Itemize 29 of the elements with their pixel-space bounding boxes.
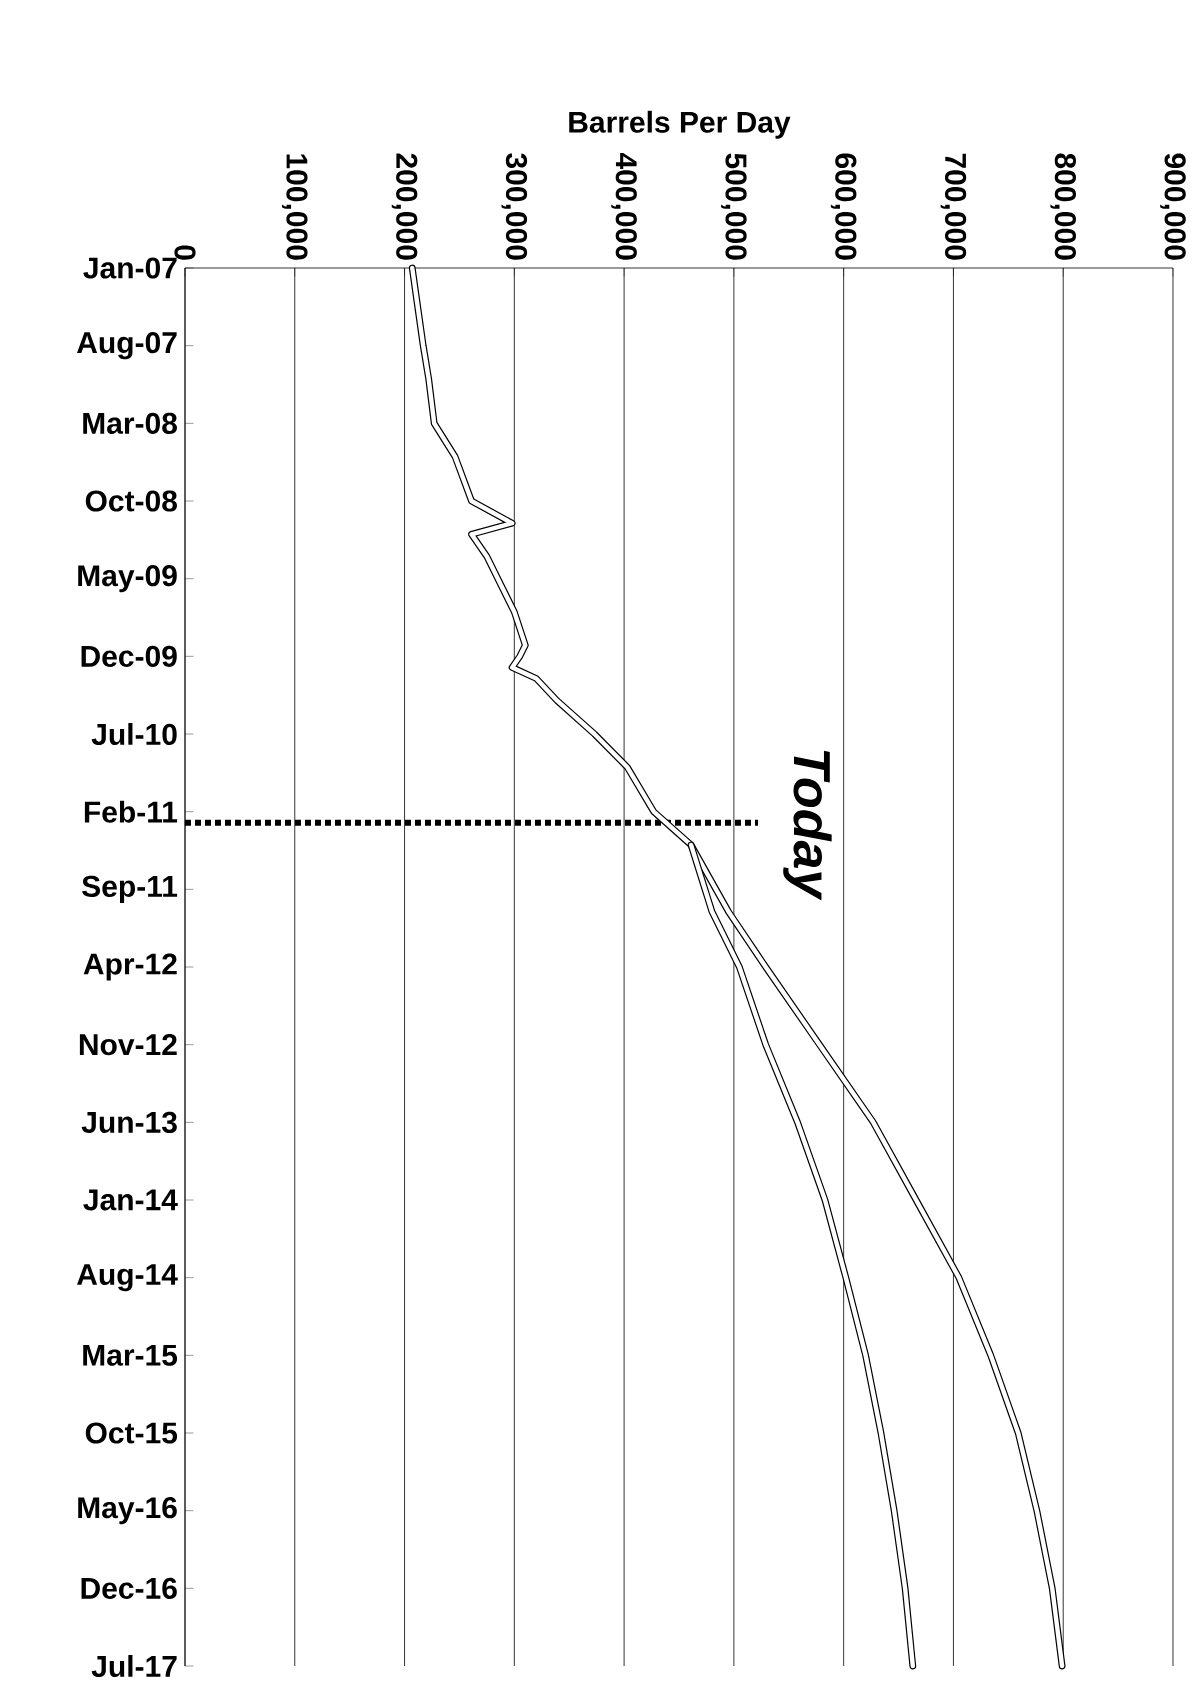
y-tick-label: May-09 [78,565,177,593]
y-tick-label: Feb-11 [84,800,178,823]
x-tick-label: 500,000 [721,153,747,260]
y-tick-label: Oct-15 [85,1422,178,1444]
y-tick-label: Aug-14 [77,1264,178,1292]
y-tick-label: Oct-08 [85,490,177,512]
x-tick-label: 800,000 [1050,153,1076,260]
x-tick-label: 100,000 [281,154,308,260]
x-tick-label: 600,000 [830,153,857,260]
x-tick-label: 300,000 [501,153,528,260]
y-tick-label: May-16 [78,1497,177,1525]
y-tick-label: Sep-11 [82,875,178,903]
y-tick-label: Jun-13 [81,1111,177,1133]
y-tick-label: Jul-17 [91,1655,177,1678]
y-tick-label: Mar-08 [83,412,177,434]
y-tick-label: Jul-10 [91,722,177,746]
x-tick-label: 400,000 [611,152,637,260]
x-tick-label: 200,000 [391,153,418,260]
y-tick-label: Dec-16 [81,1577,177,1599]
y-tick-label: Aug-07 [77,332,177,360]
y-tick-label: Apr-12 [83,953,177,981]
ref-line-label: Today [783,750,832,901]
x-axis-title: Barrels Per Day [569,110,791,139]
x-tick-label: 900,000 [1160,153,1186,260]
y-tick-label: Dec-09 [81,645,177,667]
y-tick-label: Mar-15 [83,1344,178,1366]
y-tick-label: Jan-14 [83,1189,178,1211]
y-tick-label: Nov-12 [79,1034,177,1056]
x-tick-label: 700,000 [940,153,967,260]
